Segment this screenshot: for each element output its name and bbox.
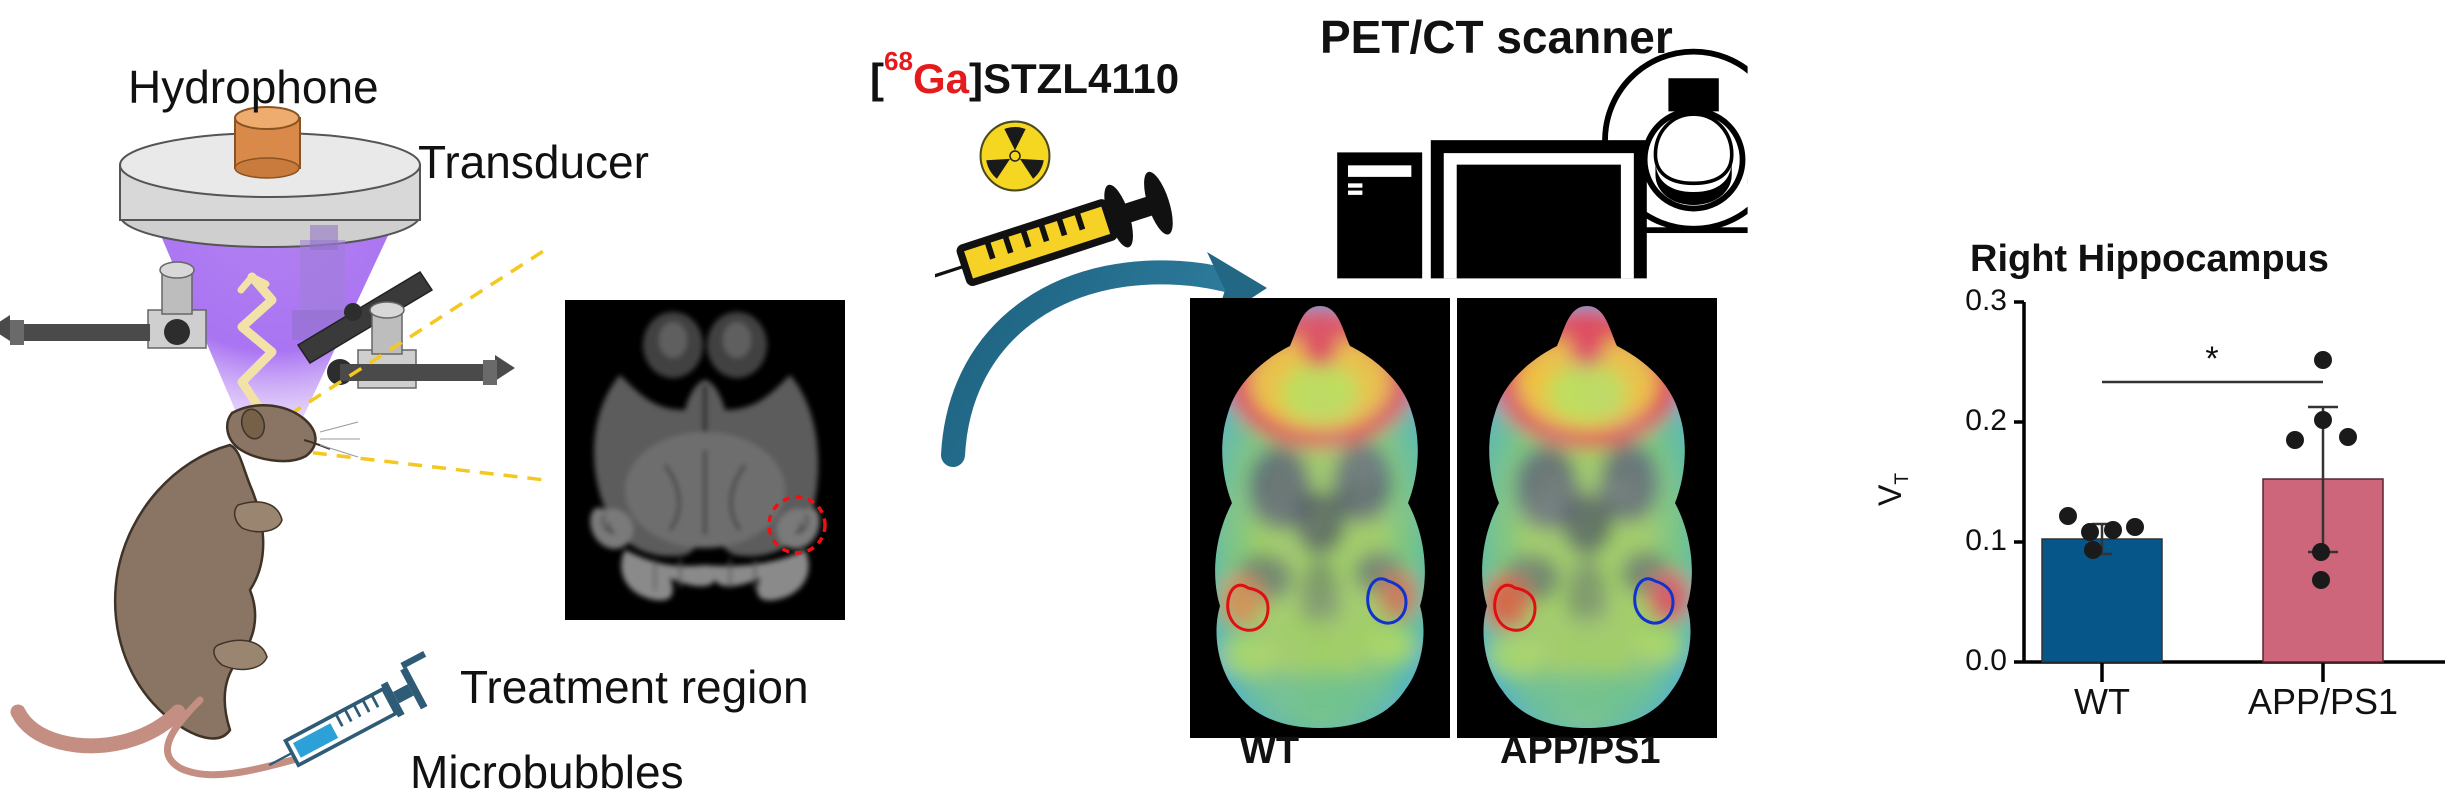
svg-text:WT: WT <box>2074 681 2130 722</box>
svg-text:0.3: 0.3 <box>1965 284 2007 317</box>
svg-text:APP/PS1: APP/PS1 <box>2248 681 2398 722</box>
svg-text:*: * <box>2205 340 2218 378</box>
svg-text:0.2: 0.2 <box>1965 404 2007 437</box>
svg-text:0.1: 0.1 <box>1965 524 2007 557</box>
svg-text:0.0: 0.0 <box>1965 644 2007 677</box>
